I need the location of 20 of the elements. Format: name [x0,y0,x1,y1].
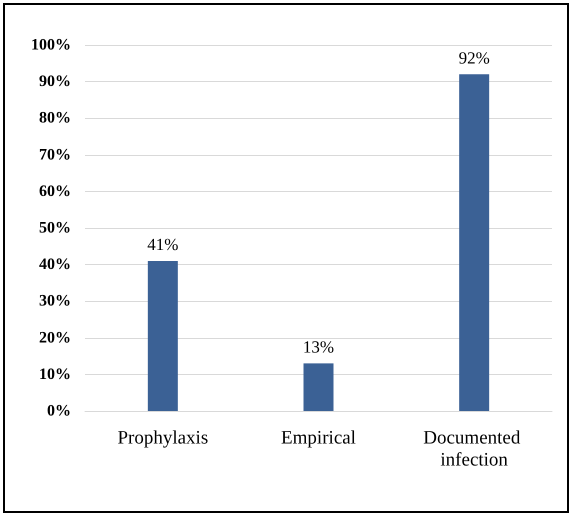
x-tick-label: Empirical [281,428,356,448]
y-tick-label: 70% [39,146,71,164]
y-tick-label: 60% [39,182,71,200]
y-tick-label: 90% [39,73,71,90]
bar [304,363,334,411]
data-label: 13% [302,337,334,356]
y-tick-label: 80% [39,110,71,127]
x-tick-label: Documented infection [423,428,526,470]
y-tick-label: 20% [39,329,71,346]
bar [459,74,490,411]
y-tick-label: 0% [47,402,71,420]
x-tick-label: Prophylaxis [117,428,208,448]
y-tick-label: 30% [39,292,71,310]
y-tick-label: 50% [39,220,71,236]
y-tick-label: 40% [39,256,71,274]
data-label: 41% [147,234,178,254]
data-label: 92% [458,48,490,68]
y-tick-label: 10% [39,366,71,383]
bar [148,260,178,411]
y-tick-label: 100% [31,36,71,54]
